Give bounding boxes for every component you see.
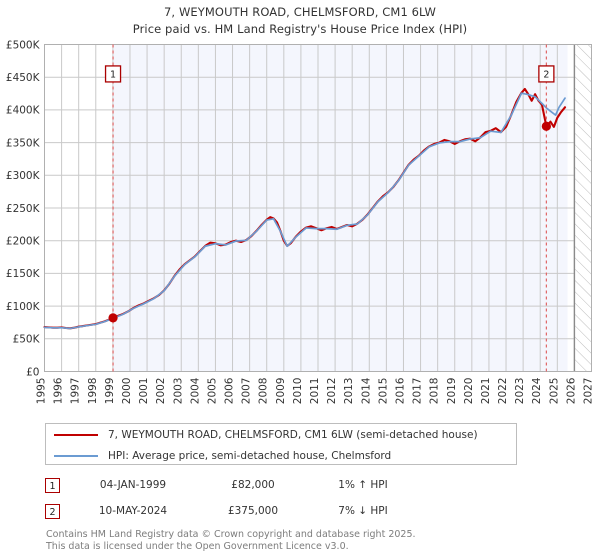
y-axis-tick-label: £300K bbox=[6, 170, 41, 182]
transaction-badge-1: 1 bbox=[45, 477, 60, 493]
transaction-price-1: £82,000 bbox=[231, 479, 275, 491]
x-axis-tick-label: 1997 bbox=[70, 378, 82, 405]
footer-attribution: Contains HM Land Registry data © Crown c… bbox=[46, 529, 586, 553]
y-axis-tick-label: £50K bbox=[13, 334, 41, 346]
sale-point-marker[interactable] bbox=[541, 121, 551, 131]
table-row: 2 10-MAY-2024 £375,000 7% ↓ HPI bbox=[45, 498, 525, 524]
transaction-date-1: 04-JAN-1999 bbox=[99, 479, 167, 491]
y-axis-tick-label: £400K bbox=[6, 105, 41, 117]
x-axis-tick-label: 2018 bbox=[429, 378, 441, 405]
series-line-hpi bbox=[43, 92, 566, 330]
table-row: 1 04-JAN-1999 £82,000 1% ↑ HPI bbox=[45, 472, 525, 498]
no-data-hatched-region bbox=[574, 44, 592, 372]
x-axis-tick-label: 2015 bbox=[377, 378, 389, 405]
legend-swatch-blue bbox=[54, 454, 98, 457]
x-axis-tick-label: 1996 bbox=[53, 377, 65, 404]
marker-badge-box[interactable] bbox=[538, 65, 555, 83]
x-axis-tick-label: 2019 bbox=[446, 378, 458, 405]
transaction-date-2: 10-MAY-2024 bbox=[98, 505, 168, 517]
x-axis-tick-label: 2026 bbox=[565, 377, 577, 404]
chart-title-block: 7, WEYMOUTH ROAD, CHELMSFORD, CM1 6LW Pr… bbox=[0, 0, 600, 36]
transaction-badge-2: 2 bbox=[45, 503, 60, 519]
x-axis-tick-label: 2021 bbox=[480, 378, 492, 405]
marker-badge-label: 2 bbox=[543, 69, 549, 80]
legend-swatch-red bbox=[54, 433, 98, 436]
y-axis-tick-label: £150K bbox=[6, 268, 41, 280]
x-axis-tick-label: 1999 bbox=[104, 378, 116, 405]
x-axis-tick-label: 2022 bbox=[497, 378, 509, 405]
x-axis-tick-label: 2005 bbox=[206, 378, 218, 405]
x-axis-tick-label: 1998 bbox=[87, 378, 99, 405]
marker-badge-box[interactable] bbox=[104, 65, 122, 83]
chart-legend: 7, WEYMOUTH ROAD, CHELMSFORD, CM1 6LW (s… bbox=[45, 423, 517, 465]
y-axis-tick-label: £350K bbox=[6, 137, 41, 149]
plot-frame bbox=[44, 44, 592, 372]
x-axis-tick-label: 2000 bbox=[121, 378, 133, 405]
transaction-price-2: £375,000 bbox=[227, 505, 279, 517]
x-axis-tick-label: 2017 bbox=[412, 378, 424, 405]
y-axis-tick-label: £450K bbox=[6, 72, 41, 84]
footer-line-copyright: Contains HM Land Registry data © Crown c… bbox=[46, 529, 416, 540]
transaction-hpi-delta-2: 7% ↓ HPI bbox=[338, 505, 388, 517]
y-axis-tick-label: £200K bbox=[6, 236, 41, 248]
x-axis-tick-label: 2011 bbox=[309, 378, 321, 405]
y-axis-tick-label: £250K bbox=[6, 203, 41, 215]
x-axis-tick-label: 2025 bbox=[548, 378, 560, 405]
y-axis-tick-label: £100K bbox=[6, 301, 41, 313]
x-axis-tick-label: 2013 bbox=[343, 378, 355, 405]
x-axis-tick-label: 2002 bbox=[155, 378, 167, 405]
x-axis-tick-label: 2009 bbox=[275, 378, 287, 405]
x-axis-tick-label: 2010 bbox=[292, 378, 304, 405]
y-axis-tick-label: £500K bbox=[6, 39, 41, 51]
x-axis-tick-label: 1995 bbox=[36, 378, 48, 405]
x-axis-tick-label: 2012 bbox=[326, 378, 338, 405]
x-axis-tick-label: 2024 bbox=[531, 377, 543, 404]
legend-label-price-paid: 7, WEYMOUTH ROAD, CHELMSFORD, CM1 6LW (s… bbox=[108, 428, 478, 441]
page-title: 7, WEYMOUTH ROAD, CHELMSFORD, CM1 6LW bbox=[164, 5, 436, 19]
x-axis-tick-label: 2006 bbox=[224, 377, 236, 404]
x-axis-tick-label: 2023 bbox=[514, 378, 526, 405]
transaction-hpi-delta-1: 1% ↑ HPI bbox=[338, 479, 388, 491]
marker-badge-label: 1 bbox=[110, 69, 116, 80]
sale-point-marker[interactable] bbox=[108, 313, 118, 323]
x-axis-tick-label: 2001 bbox=[138, 378, 150, 405]
page-subtitle: Price paid vs. HM Land Registry's House … bbox=[132, 22, 468, 36]
x-axis-tick-label: 2007 bbox=[241, 378, 253, 405]
legend-label-hpi: HPI: Average price, semi-detached house,… bbox=[108, 449, 392, 462]
y-axis-tick-label: £0 bbox=[26, 366, 39, 378]
x-axis-tick-label: 2014 bbox=[360, 377, 372, 404]
transaction-table: 1 04-JAN-1999 £82,000 1% ↑ HPI 2 10-MAY-… bbox=[45, 472, 525, 524]
x-axis-tick-label: 2027 bbox=[583, 378, 595, 405]
x-axis-tick-label: 2008 bbox=[258, 378, 270, 405]
x-axis-tick-label: 2020 bbox=[463, 378, 475, 405]
chart-plot: £0 £50K £100K £150K £200K £250K £300K £350K £400… bbox=[6, 39, 595, 405]
x-axis-tick-label: 2016 bbox=[394, 377, 406, 404]
footer-line-licence: This data is licensed under the Open Gov… bbox=[46, 541, 349, 552]
x-axis-tick-label: 2004 bbox=[189, 377, 201, 404]
x-axis-tick-label: 2003 bbox=[172, 378, 184, 405]
legend-item-hpi: HPI: Average price, semi-detached house,… bbox=[46, 445, 516, 466]
legend-item-price-paid: 7, WEYMOUTH ROAD, CHELMSFORD, CM1 6LW (s… bbox=[46, 424, 516, 445]
